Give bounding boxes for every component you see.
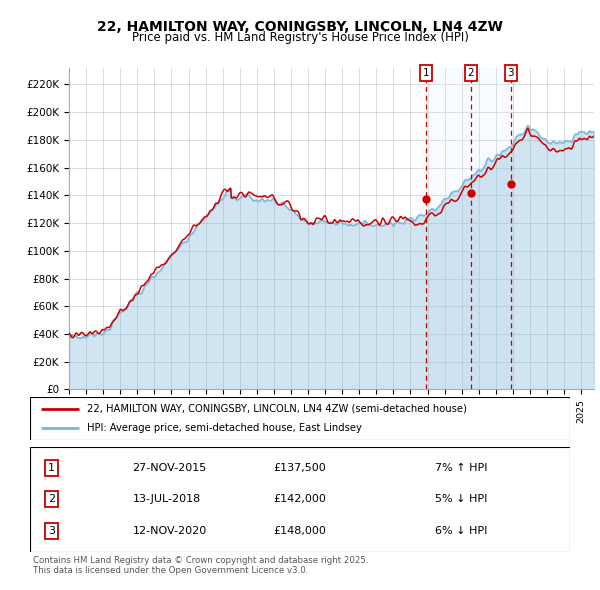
- Text: 2: 2: [467, 68, 474, 78]
- Text: 27-NOV-2015: 27-NOV-2015: [133, 463, 207, 473]
- Text: £148,000: £148,000: [274, 526, 326, 536]
- Text: £137,500: £137,500: [274, 463, 326, 473]
- Text: 7% ↑ HPI: 7% ↑ HPI: [435, 463, 487, 473]
- Text: 22, HAMILTON WAY, CONINGSBY, LINCOLN, LN4 4ZW: 22, HAMILTON WAY, CONINGSBY, LINCOLN, LN…: [97, 19, 503, 34]
- Text: 1: 1: [48, 463, 55, 473]
- Text: 6% ↓ HPI: 6% ↓ HPI: [435, 526, 487, 536]
- Text: 1: 1: [423, 68, 430, 78]
- Text: 3: 3: [48, 526, 55, 536]
- Text: 5% ↓ HPI: 5% ↓ HPI: [435, 494, 487, 504]
- Text: HPI: Average price, semi-detached house, East Lindsey: HPI: Average price, semi-detached house,…: [86, 423, 362, 433]
- Text: £142,000: £142,000: [274, 494, 326, 504]
- Text: 2: 2: [48, 494, 55, 504]
- Bar: [426, 68, 511, 389]
- Text: Contains HM Land Registry data © Crown copyright and database right 2025.
This d: Contains HM Land Registry data © Crown c…: [33, 556, 368, 575]
- Text: 12-NOV-2020: 12-NOV-2020: [133, 526, 207, 536]
- Text: 3: 3: [508, 68, 514, 78]
- Text: 13-JUL-2018: 13-JUL-2018: [133, 494, 201, 504]
- Text: Price paid vs. HM Land Registry's House Price Index (HPI): Price paid vs. HM Land Registry's House …: [131, 31, 469, 44]
- Text: 22, HAMILTON WAY, CONINGSBY, LINCOLN, LN4 4ZW (semi-detached house): 22, HAMILTON WAY, CONINGSBY, LINCOLN, LN…: [86, 404, 467, 414]
